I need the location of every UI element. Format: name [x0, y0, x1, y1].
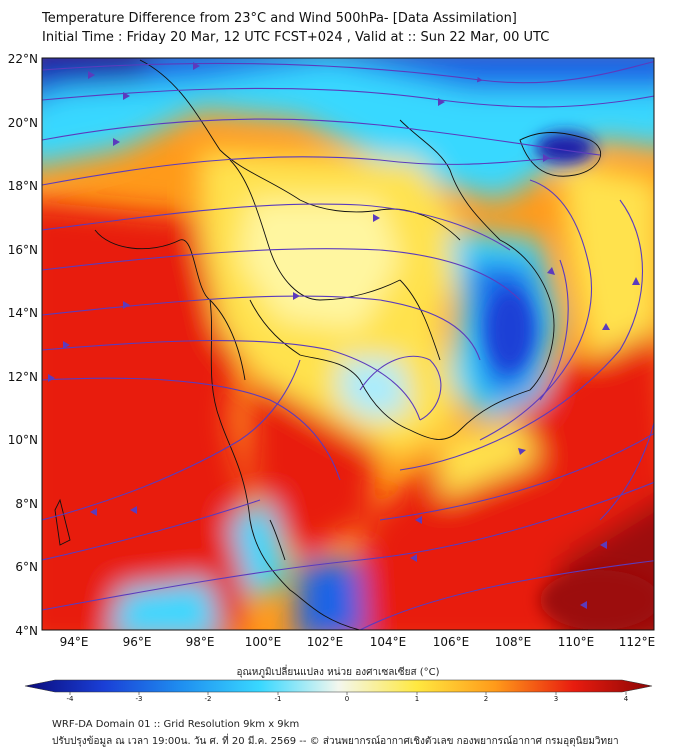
colorbar-tick-label: -4	[67, 695, 75, 703]
lat-label: 14°N	[8, 306, 38, 320]
wind-streamlines	[42, 60, 654, 630]
lat-label: 10°N	[8, 433, 38, 447]
temperature-field	[42, 58, 654, 630]
colorbar-tick-label: 4	[624, 695, 629, 703]
lon-label: 100°E	[245, 635, 282, 649]
lon-label: 98°E	[186, 635, 215, 649]
lat-label: 6°N	[15, 560, 38, 574]
colorbar-bar	[24, 679, 653, 693]
lon-label: 106°E	[433, 635, 470, 649]
lon-label: 104°E	[370, 635, 407, 649]
lon-label: 108°E	[495, 635, 532, 649]
lat-label: 22°N	[8, 52, 38, 66]
lat-label: 4°N	[15, 624, 38, 638]
footer-model-info: WRF-DA Domain 01 :: Grid Resolution 9km …	[52, 719, 300, 730]
lon-label: 96°E	[123, 635, 152, 649]
latitude-axis: 22°N 20°N 18°N 16°N 14°N 12°N 10°N 8°N 6…	[8, 52, 38, 638]
colorbar-tick-label: -2	[205, 695, 212, 703]
lat-label: 8°N	[15, 497, 38, 511]
colorbar-tick-label: -3	[136, 695, 143, 703]
lat-label: 20°N	[8, 116, 38, 130]
lon-label: 112°E	[619, 635, 656, 649]
colorbar-tick-label: 2	[484, 695, 488, 703]
colorbar-tick-label: 1	[415, 695, 419, 703]
lat-label: 12°N	[8, 370, 38, 384]
map-title-line2: Initial Time : Friday 20 Mar, 12 UTC FCS…	[42, 30, 550, 45]
lon-label: 94°E	[60, 635, 89, 649]
colorbar-tick-label: -1	[275, 695, 282, 703]
colorbar-title: อุณหภูมิเปลี่ยนแปลง หน่วย องศาเซลเซียส (…	[236, 667, 440, 678]
footer-update-info: ปรับปรุงข้อมูล ณ เวลา 19:00น. วัน ศ. ที่…	[52, 736, 619, 747]
coastlines	[54, 59, 602, 630]
colorbar-tick-label: 3	[554, 695, 558, 703]
plot-frame	[41, 57, 655, 631]
colorbar-ticks	[69, 692, 627, 695]
wind-arrowheads	[48, 62, 640, 609]
colorbar: -4 -3 -2 -1 0 1 2 3 4	[24, 679, 653, 703]
lon-label: 110°E	[558, 635, 595, 649]
colorbar-tick-label: 0	[345, 695, 349, 703]
lat-label: 18°N	[8, 179, 38, 193]
map-title-line1: Temperature Difference from 23°C and Win…	[42, 11, 517, 26]
longitude-axis: 94°E 96°E 98°E 100°E 102°E 104°E 106°E 1…	[60, 635, 656, 649]
lat-label: 16°N	[8, 243, 38, 257]
lon-label: 102°E	[307, 635, 344, 649]
